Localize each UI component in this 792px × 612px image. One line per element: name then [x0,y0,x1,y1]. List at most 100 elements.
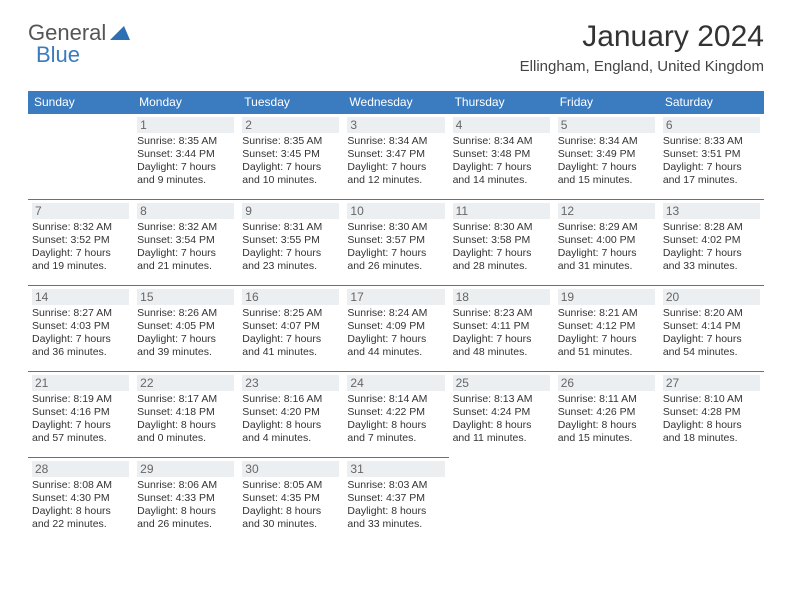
calendar-cell: 5 Sunrise: 8:34 AMSunset: 3:49 PMDaylight… [554,114,659,200]
day-info: Sunrise: 8:20 AMSunset: 4:14 PMDaylight:… [663,307,760,360]
day-info: Sunrise: 8:25 AMSunset: 4:07 PMDaylight:… [242,307,339,360]
day-info: Sunrise: 8:34 AMSunset: 3:47 PMDaylight:… [347,135,444,188]
calendar-week-row: 1 Sunrise: 8:35 AMSunset: 3:44 PMDaylight… [28,114,764,200]
day-header: Saturday [659,91,764,114]
day-info: Sunrise: 8:05 AMSunset: 4:35 PMDaylight:… [242,479,339,532]
calendar-cell: 3Sunrise: 8:34 AMSunset: 3:47 PMDaylight… [343,114,448,200]
calendar-cell: 29 Sunrise: 8:06 AMSunset: 4:33 PMDayligh… [133,458,238,544]
day-header: Thursday [449,91,554,114]
calendar-cell: 4Sunrise: 8:34 AMSunset: 3:48 PMDaylight… [449,114,554,200]
day-info: Sunrise: 8:13 AMSunset: 4:24 PMDaylight:… [453,393,550,446]
location-text: Ellingham, England, United Kingdom [520,58,764,75]
header: General January 2024 Ellingham, England,… [28,20,764,75]
day-number: 22 [137,375,234,391]
day-number: 18 [453,289,550,305]
day-number: 25 [453,375,550,391]
calendar-cell: 11 Sunrise: 8:30 AMSunset: 3:58 PMDayligh… [449,200,554,286]
logo-triangle-icon [110,22,130,45]
calendar-cell: 22 Sunrise: 8:17 AMSunset: 4:18 PMDayligh… [133,372,238,458]
calendar-cell: 17Sunrise: 8:24 AMSunset: 4:09 PMDayligh… [343,286,448,372]
calendar-cell: 12Sunrise: 8:29 AMSunset: 4:00 PMDayligh… [554,200,659,286]
day-info: Sunrise: 8:30 AMSunset: 3:57 PMDaylight:… [347,221,444,274]
month-title: January 2024 [520,20,764,54]
day-info: Sunrise: 8:26 AMSunset: 4:05 PMDaylight:… [137,307,234,360]
day-info: Sunrise: 8:34 AMSunset: 3:48 PMDaylight:… [453,135,550,188]
day-number: 30 [242,461,339,477]
calendar-body: 1 Sunrise: 8:35 AMSunset: 3:44 PMDaylight… [28,114,764,544]
day-number: 21 [32,375,129,391]
day-number: 31 [347,461,444,477]
calendar-cell: 19Sunrise: 8:21 AMSunset: 4:12 PMDayligh… [554,286,659,372]
calendar-cell: 18 Sunrise: 8:23 AMSunset: 4:11 PMDayligh… [449,286,554,372]
day-header: Friday [554,91,659,114]
day-info: Sunrise: 8:14 AMSunset: 4:22 PMDaylight:… [347,393,444,446]
calendar-table: SundayMondayTuesdayWednesdayThursdayFrid… [28,91,764,544]
day-info: Sunrise: 8:10 AMSunset: 4:28 PMDaylight:… [663,393,760,446]
day-header: Wednesday [343,91,448,114]
calendar-cell: 16 Sunrise: 8:25 AMSunset: 4:07 PMDayligh… [238,286,343,372]
calendar-cell: 13 Sunrise: 8:28 AMSunset: 4:02 PMDayligh… [659,200,764,286]
day-number: 5 [558,117,655,133]
calendar-week-row: 14 Sunrise: 8:27 AMSunset: 4:03 PMDayligh… [28,286,764,372]
calendar-week-row: 21 Sunrise: 8:19 AMSunset: 4:16 PMDayligh… [28,372,764,458]
calendar-cell: 21 Sunrise: 8:19 AMSunset: 4:16 PMDayligh… [28,372,133,458]
calendar-cell: 30 Sunrise: 8:05 AMSunset: 4:35 PMDayligh… [238,458,343,544]
calendar-cell: 24 Sunrise: 8:14 AMSunset: 4:22 PMDayligh… [343,372,448,458]
title-block: January 2024 Ellingham, England, United … [520,20,764,75]
calendar-cell: 27 Sunrise: 8:10 AMSunset: 4:28 PMDayligh… [659,372,764,458]
day-number: 29 [137,461,234,477]
day-info: Sunrise: 8:17 AMSunset: 4:18 PMDaylight:… [137,393,234,446]
day-info: Sunrise: 8:16 AMSunset: 4:20 PMDaylight:… [242,393,339,446]
calendar-cell: 20 Sunrise: 8:20 AMSunset: 4:14 PMDayligh… [659,286,764,372]
day-number: 13 [663,203,760,219]
day-info: Sunrise: 8:35 AMSunset: 3:44 PMDaylight:… [137,135,234,188]
day-info: Sunrise: 8:21 AMSunset: 4:12 PMDaylight:… [558,307,655,360]
day-info: Sunrise: 8:34 AMSunset: 3:49 PMDaylight:… [558,135,655,188]
day-number: 6 [663,117,760,133]
calendar-cell [449,458,554,544]
day-number: 20 [663,289,760,305]
day-number: 1 [137,117,234,133]
calendar-cell: 7Sunrise: 8:32 AMSunset: 3:52 PMDaylight… [28,200,133,286]
day-number: 24 [347,375,444,391]
calendar-cell [554,458,659,544]
day-number: 26 [558,375,655,391]
calendar-cell: 2Sunrise: 8:35 AMSunset: 3:45 PMDaylight… [238,114,343,200]
day-info: Sunrise: 8:30 AMSunset: 3:58 PMDaylight:… [453,221,550,274]
brand-part2: Blue [36,42,80,68]
calendar-cell: 1 Sunrise: 8:35 AMSunset: 3:44 PMDaylight… [133,114,238,200]
day-number: 15 [137,289,234,305]
calendar-cell: 25 Sunrise: 8:13 AMSunset: 4:24 PMDayligh… [449,372,554,458]
calendar-week-row: 28 Sunrise: 8:08 AMSunset: 4:30 PMDayligh… [28,458,764,544]
day-info: Sunrise: 8:08 AMSunset: 4:30 PMDaylight:… [32,479,129,532]
day-info: Sunrise: 8:06 AMSunset: 4:33 PMDaylight:… [137,479,234,532]
day-info: Sunrise: 8:32 AMSunset: 3:54 PMDaylight:… [137,221,234,274]
calendar-cell: 10 Sunrise: 8:30 AMSunset: 3:57 PMDayligh… [343,200,448,286]
calendar-cell: 15 Sunrise: 8:26 AMSunset: 4:05 PMDayligh… [133,286,238,372]
day-info: Sunrise: 8:35 AMSunset: 3:45 PMDaylight:… [242,135,339,188]
day-number: 10 [347,203,444,219]
day-info: Sunrise: 8:31 AMSunset: 3:55 PMDaylight:… [242,221,339,274]
day-header: Sunday [28,91,133,114]
day-info: Sunrise: 8:19 AMSunset: 4:16 PMDaylight:… [32,393,129,446]
day-info: Sunrise: 8:24 AMSunset: 4:09 PMDaylight:… [347,307,444,360]
day-number: 28 [32,461,129,477]
calendar-cell: 23Sunrise: 8:16 AMSunset: 4:20 PMDayligh… [238,372,343,458]
calendar-cell: 9Sunrise: 8:31 AMSunset: 3:55 PMDaylight… [238,200,343,286]
day-info: Sunrise: 8:28 AMSunset: 4:02 PMDaylight:… [663,221,760,274]
day-info: Sunrise: 8:32 AMSunset: 3:52 PMDaylight:… [32,221,129,274]
day-number: 14 [32,289,129,305]
day-number: 11 [453,203,550,219]
day-number: 16 [242,289,339,305]
calendar-week-row: 7Sunrise: 8:32 AMSunset: 3:52 PMDaylight… [28,200,764,286]
day-info: Sunrise: 8:33 AMSunset: 3:51 PMDaylight:… [663,135,760,188]
day-number: 27 [663,375,760,391]
calendar-header-row: SundayMondayTuesdayWednesdayThursdayFrid… [28,91,764,114]
calendar-cell [659,458,764,544]
day-info: Sunrise: 8:27 AMSunset: 4:03 PMDaylight:… [32,307,129,360]
day-info: Sunrise: 8:23 AMSunset: 4:11 PMDaylight:… [453,307,550,360]
day-number: 12 [558,203,655,219]
day-number: 8 [137,203,234,219]
calendar-cell: 14 Sunrise: 8:27 AMSunset: 4:03 PMDayligh… [28,286,133,372]
calendar-cell: 28 Sunrise: 8:08 AMSunset: 4:30 PMDayligh… [28,458,133,544]
